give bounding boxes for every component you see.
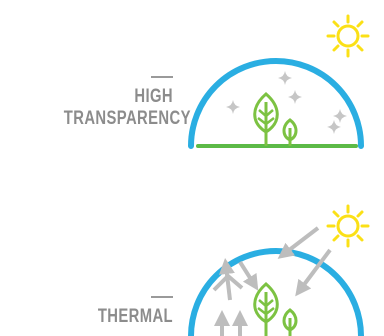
label-divider — [151, 296, 173, 298]
plant-icon — [253, 282, 298, 336]
label-line-high: HIGH — [134, 86, 173, 107]
plant-icon — [253, 92, 298, 148]
label-line-thermal: THERMAL — [97, 306, 173, 327]
greenhouse-dome — [188, 58, 364, 149]
heat-arrow-icon — [277, 226, 320, 259]
sparkle-icon — [327, 120, 341, 134]
sparkle-icon — [278, 71, 292, 85]
greenhouse-dome — [188, 248, 364, 336]
panel-1-label: HIGH TRANSPARENCY — [33, 76, 191, 130]
heat-arrow-icon — [218, 258, 235, 301]
panel-2-label: THERMAL — [33, 296, 173, 328]
heat-arrow-icon — [238, 260, 259, 291]
sun-icon — [326, 14, 370, 58]
label-divider — [151, 76, 173, 78]
panel-2 — [188, 204, 370, 336]
sun-icon — [326, 204, 370, 248]
label-line-transparency: TRANSPARENCY — [63, 108, 191, 129]
panel-1 — [188, 14, 370, 149]
heat-arrow-icon — [295, 248, 332, 297]
sparkle-icon — [288, 90, 302, 104]
sparkle-icon — [226, 100, 240, 114]
sparkle-icon — [333, 109, 347, 123]
